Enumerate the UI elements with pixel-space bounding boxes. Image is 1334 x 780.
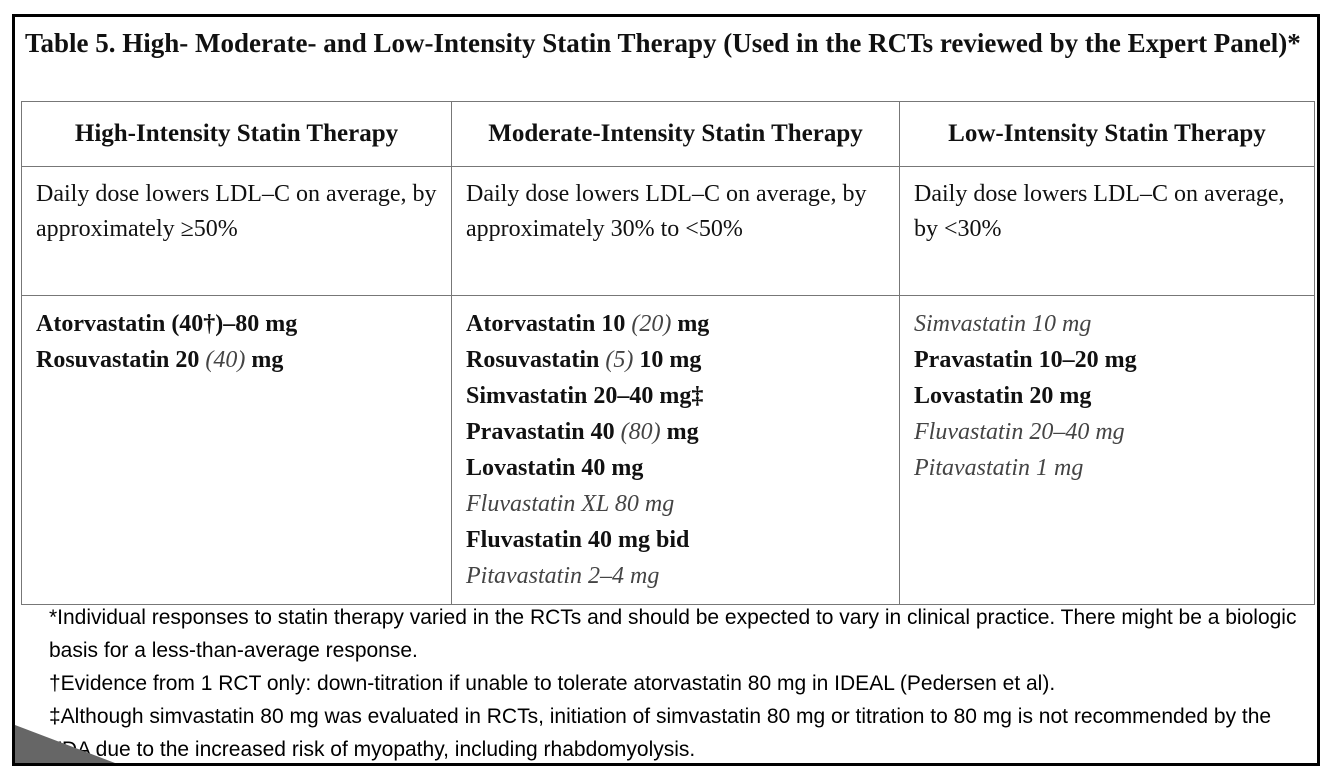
drug-entry-text: Fluvastatin 20–40 mg: [914, 419, 1125, 445]
drug-entry-text: Simvastatin 10 mg: [914, 311, 1092, 337]
drug-entry: Pravastatin 40 (80) mg: [466, 414, 885, 450]
drug-entry: Atorvastatin (40†)–80 mg: [36, 306, 437, 342]
drugs-moderate-intensity: Atorvastatin 10 (20) mg Rosuvastatin (5) …: [451, 295, 900, 605]
drug-entry-text: (40): [205, 347, 246, 373]
header-row: High-Intensity Statin Therapy Moderate-I…: [21, 101, 1315, 167]
drug-entry-text: (80): [620, 419, 661, 445]
drug-entry-text: Fluvastatin XL 80 mg: [466, 491, 675, 517]
corner-triangle-decoration: [15, 725, 115, 763]
drug-entry-text: Rosuvastatin: [466, 347, 606, 373]
footnotes: *Individual responses to statin therapy …: [49, 601, 1309, 763]
drug-entry-text: Lovastatin 20 mg: [914, 383, 1092, 409]
drug-entry-text: mg: [671, 311, 710, 337]
footnote-double-dagger: ‡Although simvastatin 80 mg was evaluate…: [49, 705, 1272, 761]
drug-entry-text: (20): [631, 311, 672, 337]
drugs-row: Atorvastatin (40†)–80 mg Rosuvastatin 20 …: [21, 295, 1315, 605]
header-low-intensity: Low-Intensity Statin Therapy: [899, 101, 1315, 167]
drug-entry-text: (5): [605, 347, 634, 373]
drug-entry-text: mg: [245, 347, 284, 373]
drug-entry: Fluvastatin 20–40 mg: [914, 414, 1300, 450]
drug-entry: Lovastatin 20 mg: [914, 378, 1300, 414]
drug-entry-text: Pitavastatin 2–4 mg: [466, 563, 660, 589]
footnote-asterisk: *Individual responses to statin therapy …: [49, 606, 1297, 662]
description-low-intensity: Daily dose lowers LDL–C on average, by <…: [899, 166, 1315, 296]
drug-entry-text: 10 mg: [633, 347, 702, 373]
drug-entry-text: Simvastatin 20–40 mg‡: [466, 383, 704, 409]
drug-entry: Atorvastatin 10 (20) mg: [466, 306, 885, 342]
drug-entry-text: Pravastatin 40: [466, 419, 621, 445]
drug-entry-text: Fluvastatin 40 mg bid: [466, 527, 690, 553]
footnote-dagger: †Evidence from 1 RCT only: down-titratio…: [49, 672, 1056, 695]
statin-intensity-table: High-Intensity Statin Therapy Moderate-I…: [21, 101, 1315, 605]
drug-entry-text: Atorvastatin (40†)–80 mg: [36, 311, 298, 337]
drug-entry-text: mg: [660, 419, 699, 445]
drug-entry: Pravastatin 10–20 mg: [914, 342, 1300, 378]
header-high-intensity: High-Intensity Statin Therapy: [21, 101, 452, 167]
drug-entry-text: Lovastatin 40 mg: [466, 455, 644, 481]
drug-entry: Simvastatin 10 mg: [914, 306, 1300, 342]
drugs-high-intensity: Atorvastatin (40†)–80 mg Rosuvastatin 20 …: [21, 295, 452, 605]
drug-entry: Lovastatin 40 mg: [466, 450, 885, 486]
description-row: Daily dose lowers LDL–C on average, by a…: [21, 166, 1315, 296]
description-moderate-intensity: Daily dose lowers LDL–C on average, by a…: [451, 166, 900, 296]
slide: Table 5. High- Moderate- and Low-Intensi…: [12, 14, 1320, 766]
drug-entry: Fluvastatin 40 mg bid: [466, 522, 885, 558]
drug-entry: Rosuvastatin (5) 10 mg: [466, 342, 885, 378]
drug-entry: Pitavastatin 1 mg: [914, 450, 1300, 486]
drugs-low-intensity: Simvastatin 10 mg Pravastatin 10–20 mg Lov…: [899, 295, 1315, 605]
drug-entry-text: Pitavastatin 1 mg: [914, 455, 1084, 481]
drug-entry: Simvastatin 20–40 mg‡: [466, 378, 885, 414]
drug-entry: Fluvastatin XL 80 mg: [466, 486, 885, 522]
drug-entry-text: Rosuvastatin 20: [36, 347, 206, 373]
drug-entry: Pitavastatin 2–4 mg: [466, 558, 885, 594]
drug-entry-text: Atorvastatin 10: [466, 311, 632, 337]
drug-entry: Rosuvastatin 20 (40) mg: [36, 342, 437, 378]
header-moderate-intensity: Moderate-Intensity Statin Therapy: [451, 101, 900, 167]
description-high-intensity: Daily dose lowers LDL–C on average, by a…: [21, 166, 452, 296]
table-title: Table 5. High- Moderate- and Low-Intensi…: [25, 28, 1301, 58]
drug-entry-text: Pravastatin 10–20 mg: [914, 347, 1137, 373]
